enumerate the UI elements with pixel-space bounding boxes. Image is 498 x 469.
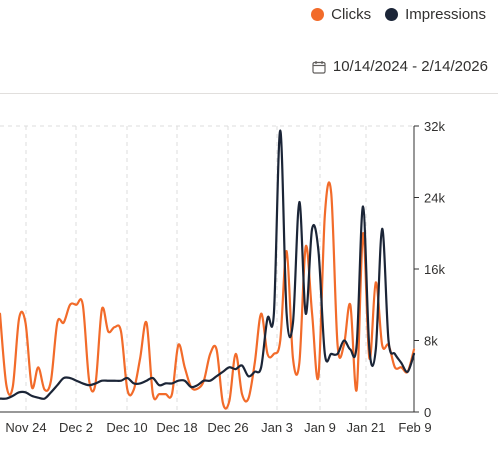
header-divider bbox=[0, 93, 498, 94]
y-tick-label: 24k bbox=[424, 191, 445, 206]
chart-legend: Clicks Impressions bbox=[311, 6, 486, 23]
y-grid-lines bbox=[414, 125, 419, 413]
x-tick-label: Jan 21 bbox=[346, 420, 385, 435]
x-tick-label: Nov 24 bbox=[5, 420, 46, 435]
x-tick-label: Jan 9 bbox=[304, 420, 336, 435]
calendar-icon bbox=[312, 60, 326, 74]
x-tick-label: Dec 10 bbox=[106, 420, 147, 435]
impressions-series-line bbox=[0, 129, 416, 400]
x-tick-label: Dec 26 bbox=[207, 420, 248, 435]
impressions-legend-label: Impressions bbox=[405, 6, 486, 23]
x-tick-labels: Nov 24 Dec 2 Dec 10 Dec 18 Dec 26 Jan 3 Jan 9 J… bbox=[5, 420, 431, 435]
chart-axes bbox=[0, 125, 415, 413]
clicks-series-line bbox=[0, 181, 416, 410]
clicks-legend-label: Clicks bbox=[331, 6, 372, 23]
clicks-legend-dot bbox=[311, 8, 325, 21]
legend-item-clicks[interactable]: Clicks bbox=[311, 6, 371, 23]
legend-item-impressions[interactable]: Impressions bbox=[385, 6, 486, 23]
impressions-legend-dot bbox=[385, 8, 399, 21]
x-tick-label: Jan 3 bbox=[261, 420, 293, 435]
y-tick-label: 8k bbox=[424, 334, 438, 349]
x-tick-label: Dec 18 bbox=[156, 420, 197, 435]
y-tick-label: 16k bbox=[424, 262, 445, 277]
date-range-picker[interactable]: 10/14/2024 - 2/14/2026 bbox=[312, 58, 488, 75]
y-tick-labels: 0 8k 16k 24k 32k bbox=[424, 119, 445, 420]
chart-series bbox=[0, 129, 416, 410]
x-tick-label: Feb 9 bbox=[398, 420, 431, 435]
y-tick-label: 0 bbox=[424, 405, 431, 420]
x-tick-label: Dec 2 bbox=[59, 420, 93, 435]
y-tick-label: 32k bbox=[424, 119, 445, 134]
date-range-label: 10/14/2024 - 2/14/2026 bbox=[332, 58, 488, 75]
